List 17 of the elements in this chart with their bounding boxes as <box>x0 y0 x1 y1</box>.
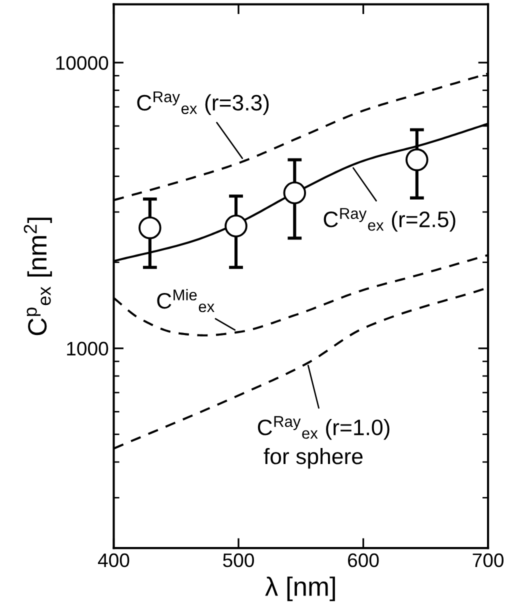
point <box>283 181 306 204</box>
x-tick-label: 500 <box>223 553 254 568</box>
x-axis-title: λ [nm] <box>265 576 335 602</box>
x-tick-label: 700 <box>472 553 504 568</box>
point <box>406 148 428 172</box>
annotation: C$^{Mie}$$_{ex}$ <box>157 289 214 312</box>
annotation: for sphere <box>264 448 363 469</box>
y-tick-label: 1000 <box>67 342 108 356</box>
y-tick-label: 10000 <box>56 56 108 70</box>
x-tick-label: 600 <box>348 553 379 568</box>
x-tick-label: 400 <box>98 553 130 568</box>
annotation: C$^{Ray}$$_{ex}$ (r=1.0) <box>258 416 390 440</box>
annotation: C$^{Ray}$$_{ex}$ (r=3.3) <box>137 91 269 115</box>
annotation: C$^{Ray}$$_{ex}$ (r=2.5) <box>324 208 456 232</box>
point <box>138 216 162 240</box>
point <box>224 214 248 238</box>
y-axis-title: C$^{p}$$_{ex}$ [nm$^{2}$] <box>24 218 52 336</box>
